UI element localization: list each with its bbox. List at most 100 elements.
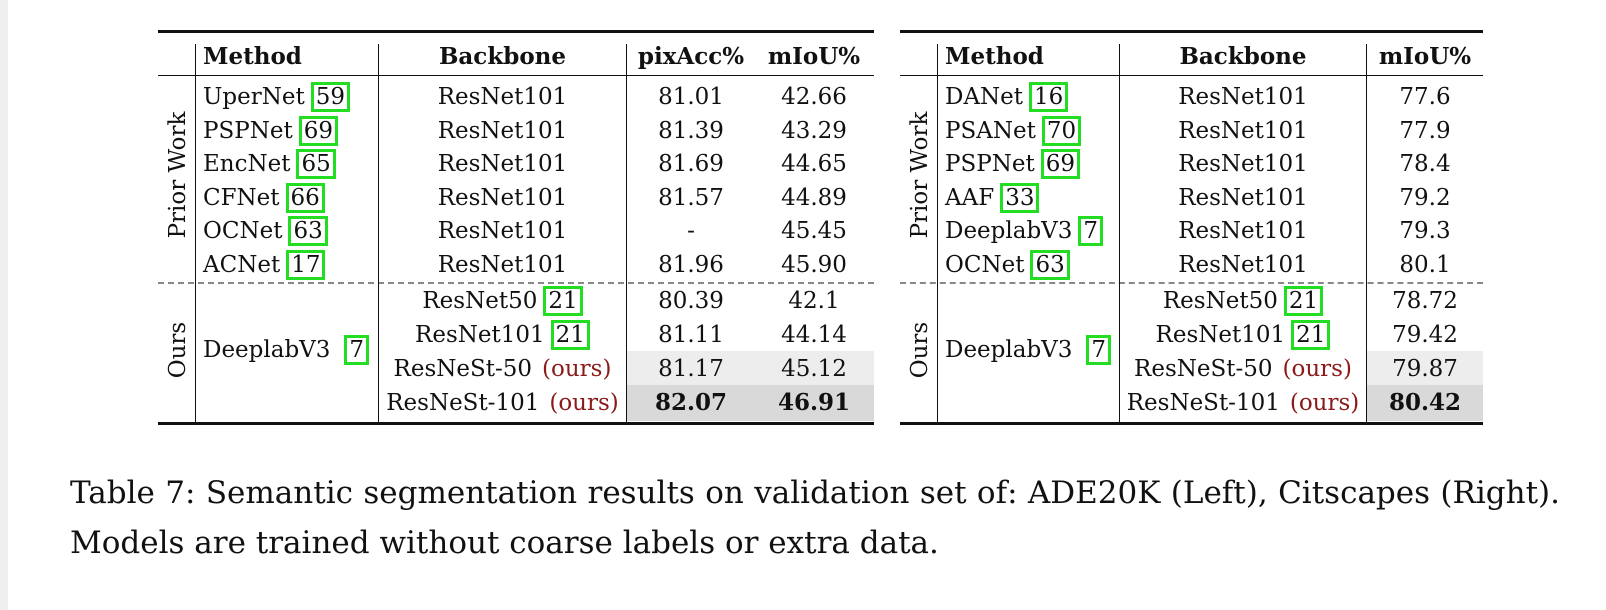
citation-box: 21 [543, 286, 583, 316]
header-backbone: Backbone [1179, 43, 1307, 70]
bottom-rule [900, 422, 1483, 425]
shade-row [627, 385, 874, 421]
miou-cell: 44.65 [781, 151, 847, 177]
method-name: PSPNet [203, 117, 293, 144]
ours-tag: (ours) [1289, 390, 1360, 416]
backbone-cell: ResNet101 21 [1120, 320, 1366, 350]
citation-box: 7 [1078, 216, 1104, 246]
pixacc-cell: 80.39 [658, 288, 724, 314]
method-cell: OCNet 63 [203, 216, 328, 246]
pixacc-cell: 81.96 [658, 251, 724, 278]
ours-tag: (ours) [1282, 356, 1352, 382]
citation-box: 69 [298, 115, 338, 146]
miou-cell: 46.91 [777, 389, 851, 416]
method-name: OCNet [203, 218, 283, 244]
backbone-name: ResNet50 [422, 288, 538, 314]
col-divider [937, 44, 938, 424]
pixacc-cell: 81.11 [658, 322, 724, 348]
page-edge-strip [0, 0, 8, 610]
pixacc-cell: 81.17 [658, 356, 724, 382]
backbone-cell: ResNet101 [1178, 151, 1308, 177]
miou-cell: 79.87 [1392, 356, 1458, 382]
method-cell: ACNet 17 [203, 249, 326, 280]
col-divider [1366, 44, 1367, 424]
col-divider [195, 44, 196, 424]
header-miou: mIoU% [1378, 43, 1472, 70]
backbone-cell: ResNet101 [437, 218, 568, 244]
method-cell: PSPNet 69 [203, 115, 338, 146]
miou-cell: 78.4 [1399, 151, 1451, 177]
backbone-cell: ResNet50 21 [379, 286, 626, 316]
citation-box: 63 [1030, 249, 1070, 280]
citation-box: 7 [344, 335, 370, 365]
pixacc-cell: 81.01 [658, 84, 724, 110]
col-divider [378, 44, 379, 424]
backbone-cell: ResNet101 [437, 251, 568, 278]
miou-cell: 79.42 [1392, 322, 1458, 348]
miou-cell: 79.2 [1399, 184, 1451, 211]
pixacc-cell: - [687, 218, 695, 244]
backbone-cell: ResNeSt-101 (ours) [379, 388, 626, 418]
miou-cell: 80.1 [1399, 251, 1451, 278]
method-cell: DeeplabV3 7 [945, 216, 1104, 246]
cityscapes-results-table: Method Backbone mIoU% Prior Work Ours DA… [900, 30, 1483, 430]
backbone-cell: ResNet101 [437, 184, 568, 211]
method-cell: EncNet 65 [203, 149, 336, 179]
group-separator [158, 282, 874, 284]
table-caption: Table 7: Semantic segmentation results o… [70, 475, 1560, 561]
citation-box: 66 [285, 182, 325, 213]
miou-cell: 78.72 [1392, 288, 1458, 314]
method-cell: PSPNet 69 [945, 149, 1080, 179]
citation-box: 33 [1000, 182, 1040, 213]
ade20k-results-table: Method Backbone pixAcc% mIoU% Prior Work… [158, 30, 874, 430]
method-cell: PSANet 70 [945, 115, 1082, 146]
group-label-ours: Ours [165, 321, 191, 379]
backbone-name: ResNet101 [415, 322, 545, 348]
citation-box: 21 [550, 320, 590, 350]
backbone-cell: ResNet50 21 [1120, 286, 1366, 316]
ours-tag: (ours) [542, 356, 612, 382]
pixacc-cell: 81.39 [658, 117, 724, 144]
method-name: UperNet [203, 84, 305, 110]
miou-cell: 44.14 [781, 322, 847, 348]
miou-cell: 42.66 [781, 84, 847, 110]
citation-box: 21 [1283, 286, 1324, 316]
top-rule [158, 30, 874, 33]
top-rule [900, 30, 1483, 33]
citation-box: 16 [1029, 82, 1069, 112]
method-name: CFNet [203, 184, 280, 211]
backbone-cell: ResNet101 [437, 84, 568, 110]
miou-cell: 77.9 [1399, 117, 1451, 144]
backbone-cell: ResNet101 [1178, 218, 1308, 244]
miou-cell: 45.12 [781, 356, 847, 382]
citation-box: 63 [288, 216, 328, 246]
method-name: OCNet [945, 251, 1025, 278]
backbone-cell: ResNet101 [437, 117, 568, 144]
backbone-name: ResNeSt-101 [1126, 390, 1280, 416]
miou-cell: 77.6 [1399, 84, 1451, 110]
group-label-prior: Prior Work [907, 111, 933, 239]
shade-row [627, 351, 874, 385]
backbone-name: ResNet50 [1162, 288, 1278, 314]
method-cell: OCNet 63 [945, 249, 1070, 280]
citation-box: 7 [1086, 335, 1112, 365]
header-backbone: Backbone [438, 43, 567, 70]
method-name: AAF [945, 184, 995, 211]
backbone-cell: ResNet101 21 [379, 320, 626, 350]
method-cell: CFNet 66 [203, 182, 325, 213]
header-rule [158, 75, 874, 76]
citation-box: 59 [310, 82, 350, 112]
miou-cell: 80.42 [1388, 389, 1462, 416]
method-cell: DANet 16 [945, 82, 1069, 112]
backbone-cell: ResNet101 [1178, 184, 1308, 211]
backbone-name: ResNet101 [1155, 322, 1286, 348]
backbone-cell: ResNet101 [1178, 251, 1308, 278]
backbone-name: ResNeSt-50 [393, 356, 533, 382]
miou-cell: 43.29 [781, 117, 847, 144]
header-pixacc: pixAcc% [637, 43, 745, 70]
header-method: Method [945, 43, 1044, 70]
shade-row [1367, 351, 1483, 385]
pixacc-cell: 81.69 [658, 151, 724, 177]
backbone-name: ResNeSt-50 [1134, 356, 1273, 382]
backbone-cell: ResNet101 [1178, 84, 1308, 110]
